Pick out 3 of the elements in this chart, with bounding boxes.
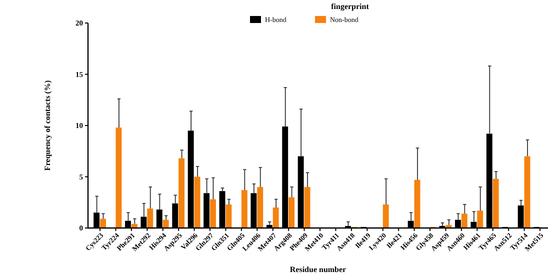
legend-title: fingerprint — [331, 2, 370, 11]
y-axis-title: Frequency of contacts (%) — [43, 80, 52, 171]
x-axis-title: Residue number — [290, 265, 347, 274]
